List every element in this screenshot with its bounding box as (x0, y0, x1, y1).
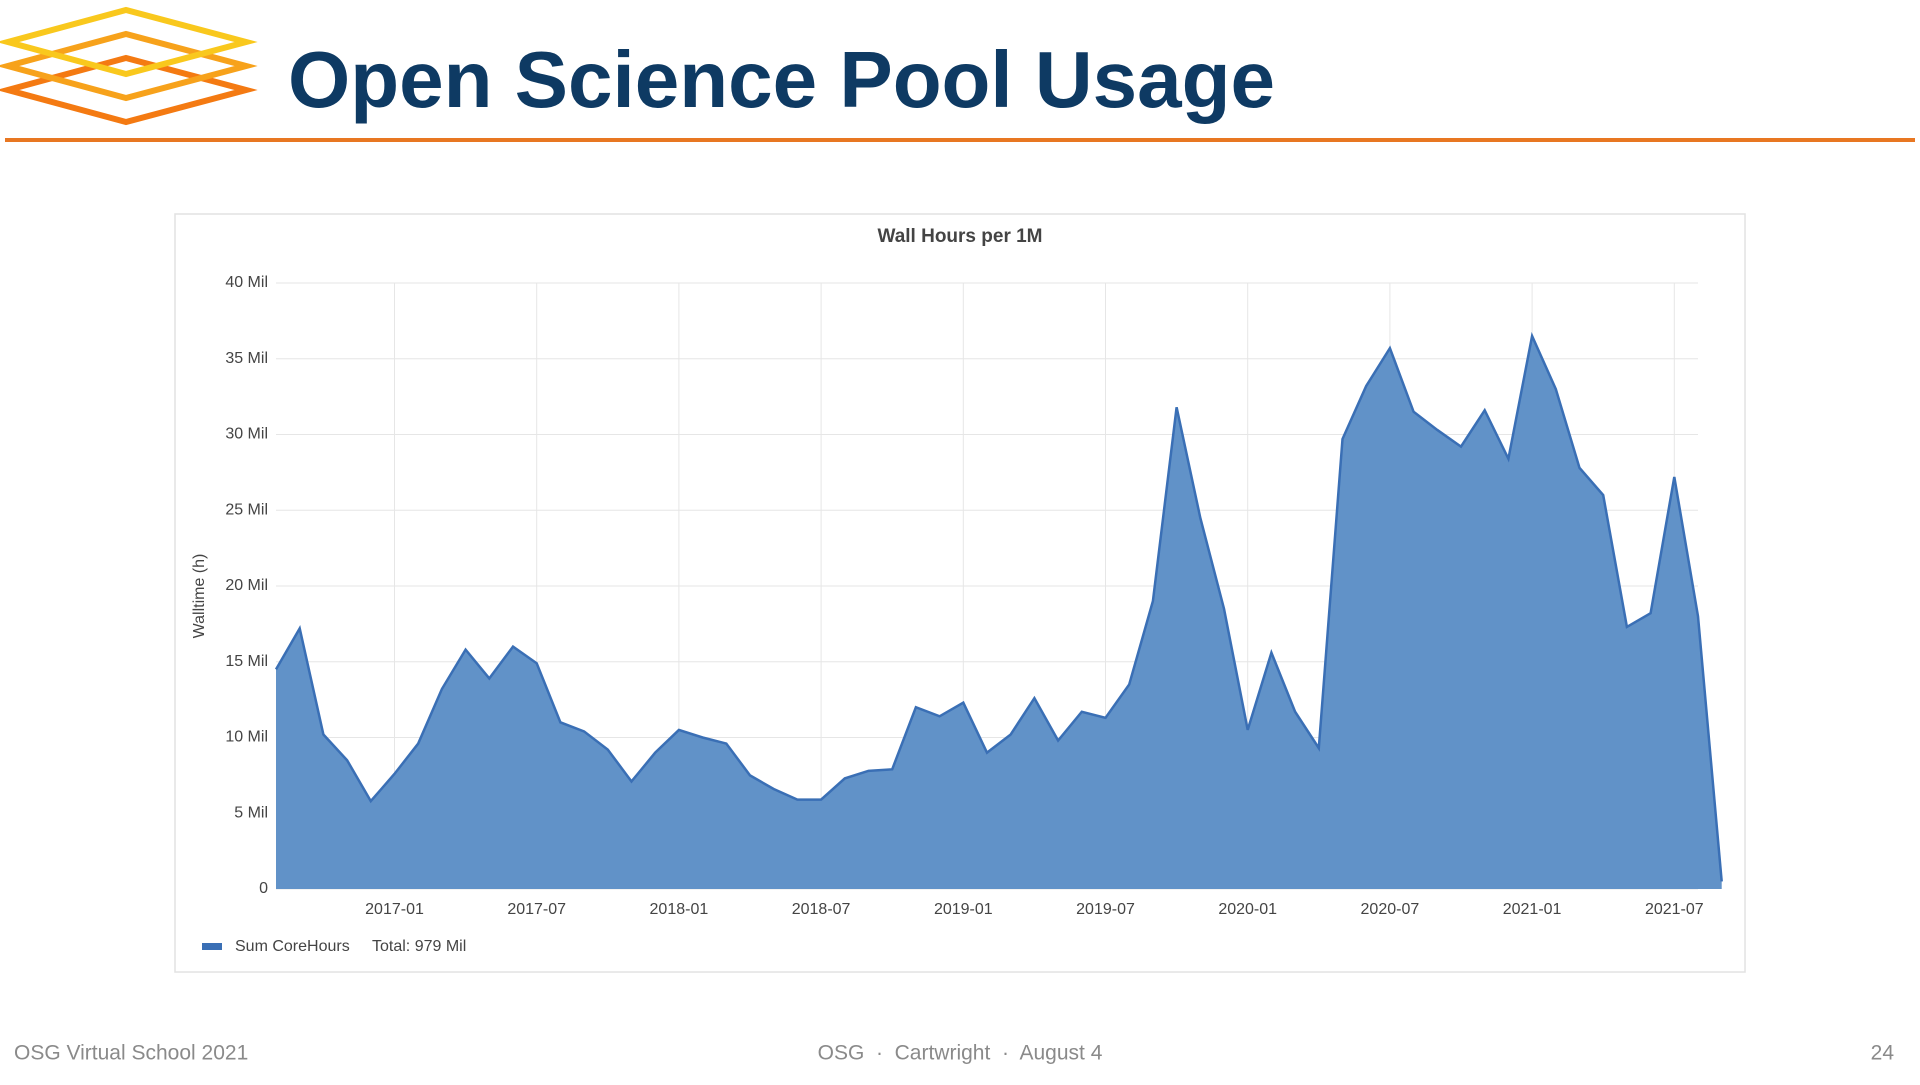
y-tick-label: 25 Mil (225, 501, 268, 518)
area-line (274, 331, 1723, 882)
y-tick-label: 35 Mil (225, 350, 268, 367)
y-tick-label: 30 Mil (225, 426, 268, 443)
slide-title: Open Science Pool Usage (288, 35, 1275, 124)
header-rule (5, 138, 1915, 142)
y-tick-label: 10 Mil (225, 729, 268, 746)
x-tick-label: 2017-01 (365, 901, 424, 918)
y-tick-label: 40 Mil (225, 274, 268, 291)
x-tick-label: 2021-07 (1645, 901, 1704, 918)
legend-total: Total: 979 Mil (372, 938, 466, 955)
page-number: 24 (1871, 1042, 1895, 1065)
legend-swatch (202, 943, 222, 950)
area-fill (276, 336, 1722, 889)
x-tick-label: 2020-01 (1218, 901, 1277, 918)
footer-center: OSG · Cartwright · August 4 (818, 1042, 1103, 1065)
y-tick-label: 15 Mil (225, 653, 268, 670)
legend-label: Sum CoreHours (235, 938, 350, 955)
x-tick-label: 2019-01 (934, 901, 993, 918)
y-tick-label: 20 Mil (225, 577, 268, 594)
y-tick-label: 0 (259, 880, 268, 897)
footer-left: OSG Virtual School 2021 (14, 1042, 248, 1065)
x-tick-label: 2020-07 (1361, 901, 1420, 918)
y-axis-label: Walltime (h) (191, 554, 208, 639)
y-tick-label: 5 Mil (234, 804, 268, 821)
x-tick-label: 2017-07 (507, 901, 566, 918)
x-tick-label: 2018-01 (650, 901, 709, 918)
x-tick-label: 2019-07 (1076, 901, 1135, 918)
x-tick-label: 2018-07 (792, 901, 851, 918)
x-tick-label: 2021-01 (1503, 901, 1562, 918)
chart-title: Wall Hours per 1M (877, 226, 1042, 247)
logo (0, 6, 258, 126)
